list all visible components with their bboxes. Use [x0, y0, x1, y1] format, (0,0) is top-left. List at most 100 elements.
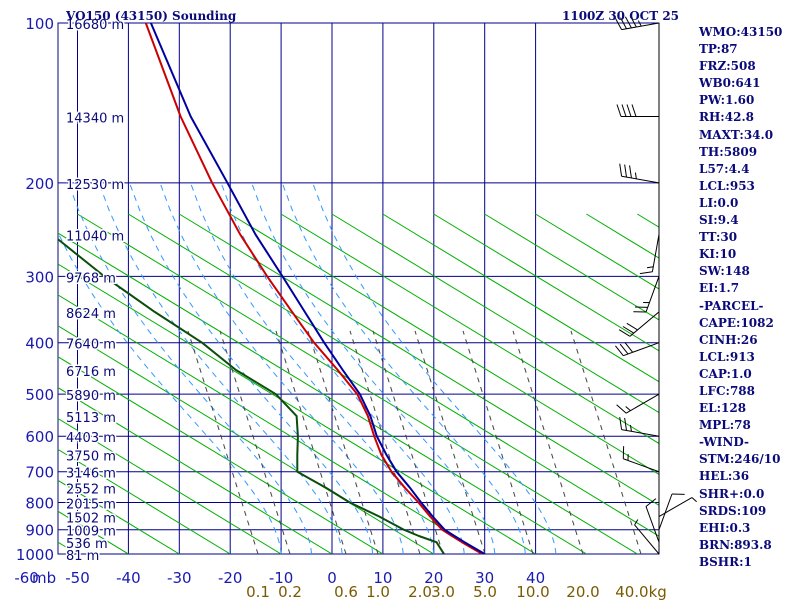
wind-barb	[618, 311, 660, 337]
wind-barb	[616, 104, 659, 118]
temperature-tick-label: -10	[269, 569, 294, 587]
mixing-ratio-line	[512, 330, 584, 554]
dry-adiabat	[280, 213, 659, 445]
wind-barb	[615, 342, 660, 357]
dry-adiabat	[484, 213, 659, 321]
mixing-ratio-label: 0.2	[278, 583, 302, 600]
wind-barb	[658, 493, 685, 530]
temperature-tick-label: -20	[218, 569, 243, 587]
temperature-tick-label: 20	[424, 569, 443, 587]
mixing-ratio-line	[275, 330, 347, 554]
dry-adiabat	[229, 213, 659, 475]
index-item: MPL:78	[699, 418, 751, 433]
index-item: LFC:788	[699, 383, 755, 398]
pressure-label: 600	[25, 428, 54, 446]
dry-adiabat	[58, 448, 231, 554]
moist-adiabats	[58, 182, 557, 554]
index-item: SI:9.4	[699, 213, 739, 228]
height-label: 5113 m	[66, 411, 116, 426]
mixing-ratio-label: 40.0kg	[615, 583, 667, 600]
index-item: WMO:43150	[699, 25, 783, 39]
temperature-tick-label: 0	[327, 569, 337, 587]
index-item: RH:42.8	[699, 110, 754, 125]
dry-adiabat	[433, 213, 659, 352]
index-item: BSHR:1	[699, 554, 752, 569]
mixing-ratio-line	[414, 330, 486, 554]
temperature-tick-label: -40	[116, 569, 141, 587]
wind-barb	[633, 276, 660, 313]
mixing-ratio-line	[372, 330, 444, 554]
wind-barb	[619, 163, 660, 184]
dry-adiabat	[58, 232, 587, 554]
dry-adiabat	[58, 263, 536, 554]
height-label: 12530 m	[66, 178, 124, 193]
height-label: 3146 m	[66, 467, 116, 482]
wind-barb	[645, 498, 660, 543]
height-label: 9768 m	[66, 271, 116, 286]
axis-labels: 1002003004005006007008009001000mb-80-70-…	[14, 15, 667, 600]
index-item: HEL:36	[699, 469, 750, 484]
pressure-label: 500	[25, 386, 54, 404]
dry-adiabat	[178, 213, 659, 506]
dry-adiabat	[77, 213, 638, 554]
temperature-tick-label: 40	[526, 569, 545, 587]
mixing-ratio-label: 10.0	[516, 583, 549, 600]
dry-adiabat	[58, 294, 485, 554]
moist-adiabat	[312, 182, 557, 554]
wind-barb	[634, 519, 660, 555]
pressure-label: 700	[25, 464, 54, 482]
dry-adiabat	[382, 213, 659, 383]
index-item: CAPE:1082	[699, 315, 774, 330]
series-temperature-line	[144, 23, 483, 554]
index-item: CINH:26	[699, 332, 758, 347]
index-item: STM:246/10	[699, 452, 781, 467]
mixing-ratio-label: 20.0	[566, 583, 599, 600]
index-item: SHR+:0.0	[699, 486, 765, 501]
mixing-ratio-label: 5.0	[473, 583, 497, 600]
mixing-ratio-line	[187, 330, 259, 554]
height-label: 11040 m	[66, 229, 124, 244]
height-label: 14340 m	[66, 112, 124, 127]
height-label: 2552 m	[66, 483, 116, 498]
index-item: TP:87	[699, 42, 738, 57]
height-label: 4403 m	[66, 431, 116, 446]
wind-barb	[619, 417, 660, 437]
temperature-tick-label: -30	[167, 569, 192, 587]
dry-adiabat	[58, 479, 180, 554]
index-item: MAXT:34.0	[699, 127, 774, 142]
chart-title: VO150 (43150) Sounding	[66, 9, 237, 23]
index-item: -WIND-	[699, 435, 749, 450]
index-item: EHI:0.3	[699, 520, 751, 535]
mixing-ratio-line	[307, 330, 379, 554]
wind-barb	[639, 234, 660, 275]
index-item: FRZ:508	[699, 59, 756, 74]
height-label: 81 m	[66, 549, 99, 564]
wind-barbs	[615, 15, 697, 555]
height-labels: 16680 m 14340 m 12530 m 11040 m 9768 m 8624 m…	[65, 17, 126, 566]
mixing-ratio-label: 1.0	[366, 583, 390, 600]
mixing-ratio-label: 3.0	[431, 583, 455, 600]
pressure-label: 200	[25, 175, 54, 193]
series-parcel-line	[149, 23, 486, 554]
mixing-ratio-label: 2.0	[408, 583, 432, 600]
index-item: LI:0.0	[699, 195, 739, 210]
index-item: TH:5809	[699, 144, 758, 159]
mixing-ratio-label: 0.6	[334, 583, 358, 600]
dry-adiabat	[128, 213, 659, 537]
moist-adiabat	[190, 182, 435, 554]
plot-frame	[57, 22, 660, 555]
temperature-tick-label: 10	[373, 569, 392, 587]
background-grid	[57, 22, 660, 555]
index-item: PW:1.60	[699, 93, 755, 108]
dry-adiabat	[58, 387, 333, 554]
height-label: 8624 m	[66, 307, 116, 322]
moist-adiabat	[129, 182, 374, 554]
pressure-unit-label: mb	[32, 569, 56, 587]
wind-barb	[616, 393, 660, 414]
moist-adiabat	[251, 182, 496, 554]
height-label: 6716 m	[66, 365, 116, 380]
index-item: -PARCEL-	[699, 298, 764, 313]
height-label: 536 m	[66, 537, 108, 552]
pressure-label: 800	[25, 495, 54, 513]
